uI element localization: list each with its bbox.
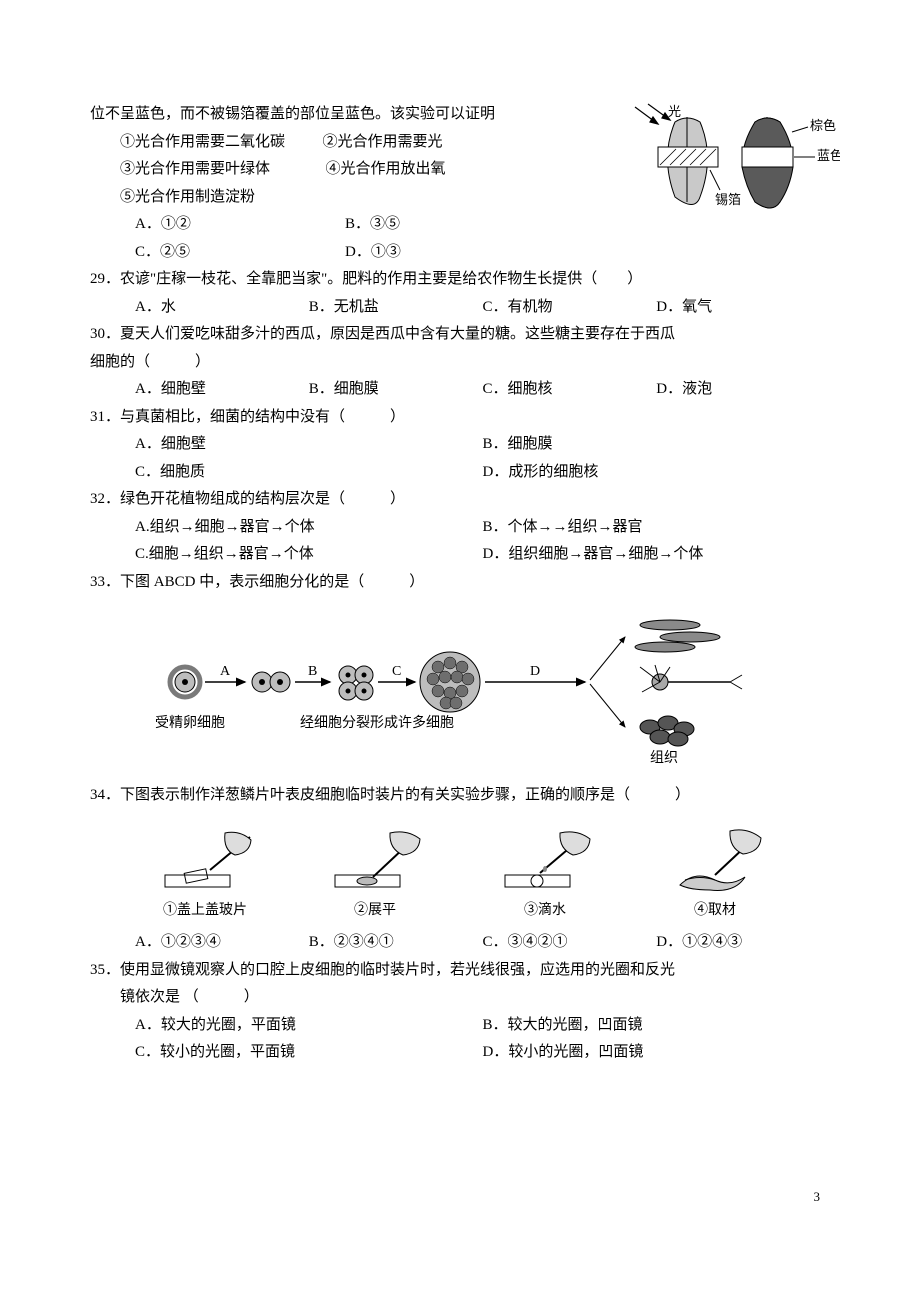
label-foil: 锡箔 <box>715 192 741 207</box>
q29-optB: B．无机盐 <box>309 295 483 321</box>
q33-cap-mid: 经细胞分裂形成许多细胞 <box>300 714 454 731</box>
q34-optA: A．①②③④ <box>135 930 309 956</box>
label-blue: 蓝色 <box>817 148 840 163</box>
q34-cap4: ④取材 <box>694 899 736 923</box>
q29-stem: 农谚"庄稼一枝花、全靠肥当家"。肥料的作用主要是给农作物生长提供（ ） <box>120 271 642 287</box>
q28-optD: D．①③ <box>345 240 555 266</box>
q31-optA: A．细胞壁 <box>135 432 483 458</box>
q33-stem: 下图 ABCD 中，表示细胞分化的是（ ） <box>120 574 424 590</box>
q34-step1: ①盖上盖玻片 <box>145 825 265 923</box>
q33-figure: A B C D <box>90 607 830 767</box>
q34-optB: B．②③④① <box>309 930 483 956</box>
q35-optD: D．较小的光圈，凹面镜 <box>483 1040 831 1066</box>
q30-stem1: 夏天人们爱吃味甜多汁的西瓜，原因是西瓜中含有大量的糖。这些糖主要存在于西瓜 <box>120 326 675 342</box>
q34-optC: C．③④②① <box>483 930 657 956</box>
q28-optB: B．③⑤ <box>345 212 555 238</box>
q35-optB: B．较大的光圈，凹面镜 <box>483 1013 831 1039</box>
page-number: 3 <box>90 1186 830 1208</box>
q35-optC: C．较小的光圈，平面镜 <box>135 1040 483 1066</box>
q34-figure: ①盖上盖玻片 ②展平 ③滴水 ④取材 <box>90 825 830 923</box>
q30-num: 30． <box>90 326 120 342</box>
q29-optD: D．氧气 <box>656 295 830 321</box>
q30-optC: C．细胞核 <box>483 377 657 403</box>
q32-num: 32． <box>90 491 120 507</box>
question-28: 位不呈蓝色，而不被锡箔覆盖的部位呈蓝色。该实验可以证明 光 <box>90 102 830 265</box>
q31-num: 31． <box>90 409 120 425</box>
q31-stem: 与真菌相比，细菌的结构中没有（ ） <box>120 409 405 425</box>
q30-optD: D．液泡 <box>656 377 830 403</box>
q30-optB: B．细胞膜 <box>309 377 483 403</box>
question-29: 29．农谚"庄稼一枝花、全靠肥当家"。肥料的作用主要是给农作物生长提供（ ） <box>90 267 830 293</box>
q31-optD: D．成形的细胞核 <box>483 460 831 486</box>
q28-stmt4: ④光合作用放出氧 <box>326 161 446 177</box>
q34-num: 34． <box>90 787 120 803</box>
q33-labelC: C <box>392 664 401 679</box>
q35-stem2: 镜依次是 （ ） <box>90 985 830 1011</box>
leaf-left <box>658 117 718 205</box>
q33-cap-left: 受精卵细胞 <box>155 715 225 731</box>
q33-num: 33． <box>90 574 120 590</box>
q29-num: 29． <box>90 271 120 287</box>
question-32: 32．绿色开花植物组成的结构层次是（ ） <box>90 487 830 513</box>
question-35: 35．使用显微镜观察人的口腔上皮细胞的临时装片时，若光线很强，应选用的光圈和反光 <box>90 958 830 984</box>
q35-stem1: 使用显微镜观察人的口腔上皮细胞的临时装片时，若光线很强，应选用的光圈和反光 <box>120 962 675 978</box>
q34-step4: ④取材 <box>655 825 775 923</box>
q31-optC: C．细胞质 <box>135 460 483 486</box>
q28-stmt1: ①光合作用需要二氧化碳 <box>120 134 285 150</box>
question-31: 31．与真菌相比，细菌的结构中没有（ ） <box>90 405 830 431</box>
q33-cap-right: 组织 <box>650 750 678 766</box>
q35-optA: A．较大的光圈，平面镜 <box>135 1013 483 1039</box>
q33-labelB: B <box>308 664 317 679</box>
question-30: 30．夏天人们爱吃味甜多汁的西瓜，原因是西瓜中含有大量的糖。这些糖主要存在于西瓜 <box>90 322 830 348</box>
q28-stmt3: ③光合作用需要叶绿体 <box>120 161 270 177</box>
q34-cap2: ②展平 <box>354 899 396 923</box>
q28-stmt2: ②光合作用需要光 <box>323 134 443 150</box>
label-light: 光 <box>668 104 681 119</box>
q34-cap1: ①盖上盖玻片 <box>163 899 247 923</box>
q33-labelD: D <box>530 664 540 679</box>
q32-optB: B．个体→→组织→器官 <box>483 515 831 541</box>
q34-optD: D．①②④③ <box>656 930 830 956</box>
q30-optA: A．细胞壁 <box>135 377 309 403</box>
q34-cap3: ③滴水 <box>524 899 566 923</box>
q32-optC: C.细胞→组织→器官→个体 <box>135 542 483 568</box>
q30-stem2: 细胞的（ ） <box>90 350 830 376</box>
q28-optA: A．①② <box>135 212 345 238</box>
q28-figure: 光 棕色 蓝色 <box>620 102 840 222</box>
question-34: 34．下图表示制作洋葱鳞片叶表皮细胞临时装片的有关实验步骤，正确的顺序是（ ） <box>90 783 830 809</box>
label-brown: 棕色 <box>810 118 836 133</box>
question-33: 33．下图 ABCD 中，表示细胞分化的是（ ） <box>90 570 830 596</box>
q31-optB: B．细胞膜 <box>483 432 831 458</box>
leaf-right <box>742 117 793 208</box>
q34-step3: ③滴水 <box>485 825 605 923</box>
q32-stem: 绿色开花植物组成的结构层次是（ ） <box>120 491 405 507</box>
q35-num: 35． <box>90 962 120 978</box>
q28-optC: C．②⑤ <box>135 240 345 266</box>
q34-step2: ②展平 <box>315 825 435 923</box>
q33-labelA: A <box>220 664 231 679</box>
q32-optD: D．组织细胞→器官→细胞→个体 <box>483 542 831 568</box>
q29-optC: C．有机物 <box>483 295 657 321</box>
q34-stem: 下图表示制作洋葱鳞片叶表皮细胞临时装片的有关实验步骤，正确的顺序是（ ） <box>120 787 690 803</box>
q29-optA: A．水 <box>135 295 309 321</box>
q32-optA: A.组织→细胞→器官→个体 <box>135 515 483 541</box>
